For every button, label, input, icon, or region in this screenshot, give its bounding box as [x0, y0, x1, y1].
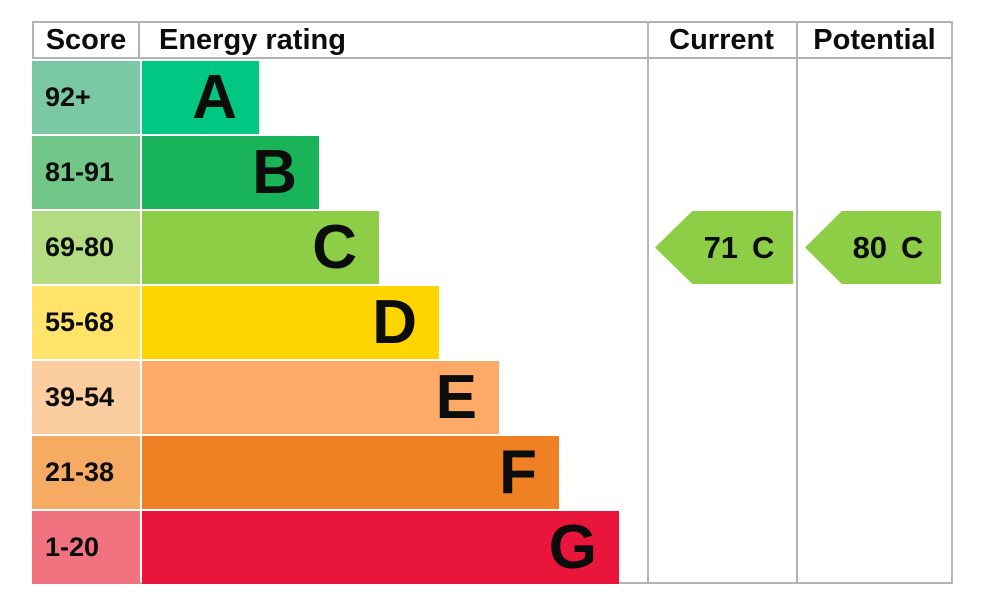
potential-column-header: Potential [813, 24, 936, 56]
band-bar: A [142, 61, 259, 134]
band-bar: G [142, 511, 619, 584]
band-bar: D [142, 286, 439, 359]
epc-rating-chart: Score Energy rating Current Potential 92… [32, 21, 953, 584]
potential-score-value: 80 [852, 229, 888, 265]
current-band-letter: C [752, 229, 775, 265]
band-bar: E [142, 361, 499, 434]
band-letter: B [252, 137, 297, 207]
score-range-cell: 39-54 [32, 361, 140, 434]
band-letter: G [548, 512, 597, 582]
current-score-value: 71 [703, 229, 739, 265]
band-row: 21-38 F [32, 436, 647, 509]
band-row: 92+ A [32, 61, 647, 134]
band-row: 81-91 B [32, 136, 647, 209]
band-row: 69-80 C [32, 211, 647, 284]
energy-rating-column-header: Energy rating [159, 24, 346, 56]
band-letter: A [192, 62, 237, 132]
band-letter: D [372, 287, 417, 357]
score-column-header: Score [32, 23, 140, 57]
band-bar: B [142, 136, 319, 209]
score-range-cell: 21-38 [32, 436, 140, 509]
band-letter: F [499, 437, 537, 507]
score-range-cell: 81-91 [32, 136, 140, 209]
current-column-divider [647, 23, 649, 582]
band-bar: C [142, 211, 379, 284]
chart-header-row: Score Energy rating Current Potential [32, 23, 953, 57]
potential-rating-arrow: 80 C [805, 211, 941, 284]
band-row: 39-54 E [32, 361, 647, 434]
band-row: 55-68 D [32, 286, 647, 359]
potential-column-divider [796, 23, 798, 582]
current-rating-arrow: 71 C [655, 211, 793, 284]
score-range-cell: 69-80 [32, 211, 140, 284]
score-range-cell: 55-68 [32, 286, 140, 359]
score-range-cell: 92+ [32, 61, 140, 134]
current-column-header: Current [669, 24, 774, 56]
band-rows: 92+ A 81-91 B 69-80 C 55-68 D 39-54 E 21… [32, 61, 647, 584]
score-range-cell: 1-20 [32, 511, 140, 584]
potential-band-letter: C [901, 229, 924, 265]
chart-right-border [951, 23, 953, 582]
band-row: 1-20 G [32, 511, 647, 584]
header-separator-line [32, 57, 953, 59]
band-letter: E [435, 362, 477, 432]
band-bar: F [142, 436, 559, 509]
band-letter: C [312, 212, 357, 282]
